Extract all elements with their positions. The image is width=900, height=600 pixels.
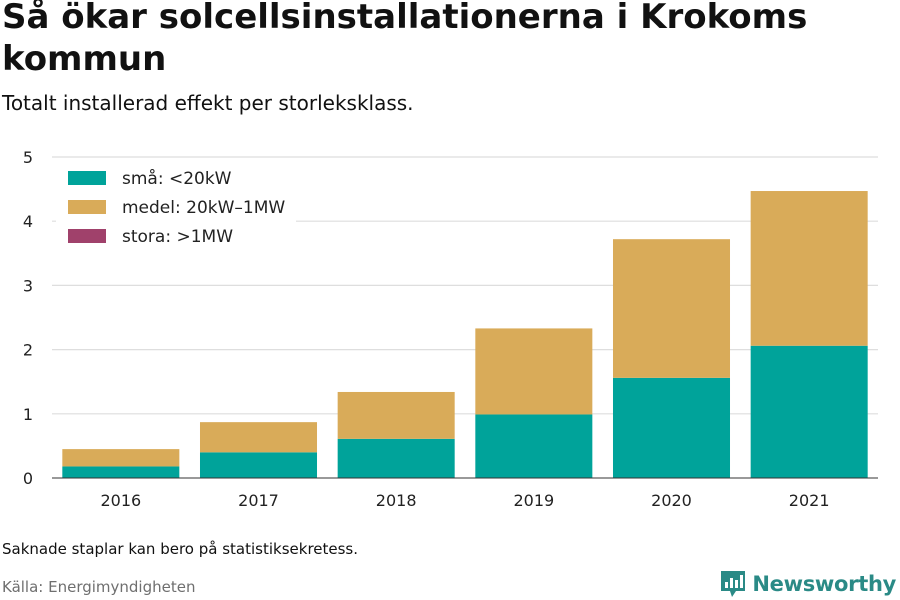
- y-tick-label: 2: [23, 341, 33, 360]
- bar-segment: [337, 438, 455, 478]
- x-axis-tick-labels: 2016 2017 2018 2019 2020 2021: [100, 491, 829, 510]
- y-tick-label: 1: [23, 405, 33, 424]
- bar-segment: [337, 391, 455, 439]
- bar-segment: [612, 239, 731, 378]
- chart-title: Så ökar solcellsinstallationerna i Kroko…: [2, 0, 808, 79]
- x-tick-label: 2020: [651, 491, 692, 510]
- bar-segment: [475, 328, 593, 415]
- legend-label: stora: >1MW: [122, 227, 233, 247]
- bar-segment: [62, 449, 180, 467]
- brand-name: Newsworthy: [752, 572, 896, 596]
- footnote: Saknade staplar kan bero på statistiksek…: [2, 540, 359, 558]
- chart-subtitle: Totalt installerad effekt per storlekskl…: [2, 91, 414, 115]
- y-tick-label: 4: [23, 212, 33, 231]
- x-tick-label: 2017: [238, 491, 279, 510]
- x-tick-label: 2018: [376, 491, 417, 510]
- legend-swatch: [68, 200, 106, 214]
- legend-label: medel: 20kW–1MW: [122, 198, 285, 218]
- bars: [62, 191, 868, 478]
- legend-swatch: [68, 171, 106, 185]
- newsworthy-logo-icon: [721, 571, 746, 597]
- brand-logo: Newsworthy: [720, 568, 896, 600]
- legend-label: små: <20kW: [122, 168, 232, 189]
- x-tick-label: 2016: [100, 491, 141, 510]
- x-tick-label: 2021: [789, 491, 830, 510]
- bar-segment: [475, 414, 593, 478]
- bar-segment: [199, 452, 318, 478]
- legend: små: <20kW medel: 20kW–1MW stora: >1MW: [56, 160, 296, 254]
- gridlines: [52, 156, 878, 415]
- bar-segment: [750, 345, 868, 478]
- y-tick-label: 3: [23, 276, 33, 295]
- y-tick-label: 5: [23, 148, 33, 167]
- source-note: Källa: Energimyndigheten: [2, 578, 196, 596]
- bar-segment: [612, 377, 731, 478]
- bar-segment: [199, 422, 318, 453]
- x-tick-label: 2019: [513, 491, 554, 510]
- bar-segment: [750, 191, 868, 346]
- y-axis-tick-labels: 0 1 2 3 4 5: [23, 148, 33, 488]
- bar-segment: [62, 466, 180, 478]
- y-tick-label: 0: [23, 469, 33, 488]
- legend-swatch: [68, 229, 106, 243]
